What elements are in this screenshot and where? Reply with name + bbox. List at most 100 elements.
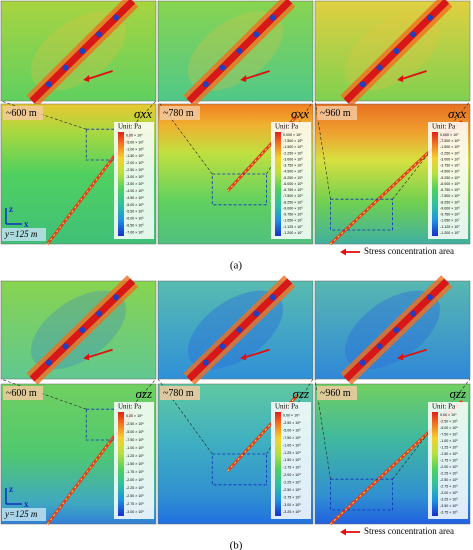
note-arrow-head <box>340 528 346 536</box>
fault-node <box>269 14 276 21</box>
arrow-head <box>240 353 247 361</box>
colorbar <box>275 132 281 236</box>
legend-label: -9.750 × 10⁶ <box>440 213 460 217</box>
legend-label: -3.25 × 10⁶ <box>283 510 301 514</box>
fault-node <box>376 343 383 350</box>
legend-unit: Unit: Pa <box>118 123 142 131</box>
axis-x-label: x <box>24 499 29 509</box>
legend-label: 0.00 × 10⁰ <box>126 133 143 137</box>
fault-node <box>426 294 433 301</box>
legend-label: -9.000 × 10⁶ <box>440 206 460 210</box>
depth-label: ~780 m <box>163 388 194 399</box>
arrow <box>401 70 427 80</box>
legend-label: -2.250 × 10⁶ <box>440 151 460 155</box>
legend-label: -3.25 × 10⁶ <box>440 498 458 502</box>
legend-label: -3.50 × 10⁶ <box>126 182 144 186</box>
fault-node <box>45 359 52 366</box>
depth-label-bg <box>3 106 43 120</box>
arrow-head <box>397 353 404 361</box>
legend-label: -5.00 × 10⁵ <box>440 426 458 430</box>
legend-label: -3.00 × 10⁶ <box>283 503 301 507</box>
axis-z-label: z <box>9 204 13 214</box>
legend-label: -2.250 × 10⁶ <box>283 151 303 155</box>
legend-label: -1.75 × 10⁶ <box>440 459 458 463</box>
coordinate-label: y=125 m <box>4 229 38 239</box>
legend-label: -2.50 × 10⁵ <box>440 420 458 424</box>
depth-label: ~600 m <box>6 388 37 399</box>
colorbar <box>275 412 281 516</box>
legend-label: -2.25 × 10⁶ <box>126 486 144 490</box>
depth-label: ~960 m <box>320 388 351 399</box>
legend-label: -1.75 × 10⁶ <box>126 470 144 474</box>
arrow <box>87 348 113 359</box>
legend-label: -2.00 × 10⁶ <box>440 465 458 469</box>
fault-node <box>79 327 86 333</box>
legend-label: -1.25 × 10⁶ <box>126 454 144 458</box>
fault-node <box>112 14 119 21</box>
fault-node <box>236 327 243 333</box>
depth-label: ~960 m <box>320 108 351 119</box>
legend-label: -1.050 × 10⁷ <box>440 219 460 223</box>
legend-unit: Unit: Pa <box>432 403 456 411</box>
legend-label: -1.500 × 10⁶ <box>440 145 460 149</box>
legend-label: -2.75 × 10⁶ <box>283 495 301 499</box>
zoom-box <box>211 173 267 206</box>
legend-label: -1.125 × 10⁷ <box>440 225 460 229</box>
legend-label: -1.50 × 10⁶ <box>126 462 144 466</box>
legend-label: -4.50 × 10⁶ <box>126 196 144 200</box>
legend-label: -3.75 × 10⁶ <box>440 511 458 515</box>
legend-label: -1.50 × 10⁶ <box>126 154 144 158</box>
legend-label: -3.000 × 10⁶ <box>440 157 460 161</box>
legend-label: -2.00 × 10⁶ <box>126 478 144 482</box>
zoom-box <box>330 478 393 511</box>
stress-label: σxx <box>134 106 152 121</box>
legend-label: -5.00 × 10⁵ <box>126 140 144 144</box>
legend-label: -2.50 × 10⁵ <box>283 421 301 425</box>
panel-label: (b) <box>230 540 243 550</box>
legend-label: 0.000 × 10⁰ <box>440 133 459 137</box>
legend-label: -7.500 × 10⁵ <box>440 139 460 143</box>
legend-label: -1.50 × 10⁶ <box>283 458 301 462</box>
legend-label: -7.00 × 10⁶ <box>126 230 144 234</box>
zoom-box <box>85 128 131 161</box>
legend-label: -2.75 × 10⁶ <box>126 502 144 506</box>
panel-label: (a) <box>230 260 243 272</box>
depth-label: ~600 m <box>6 108 37 119</box>
arrow <box>87 70 113 80</box>
coordinate-label: y=125 m <box>4 509 38 519</box>
legend-label: -4.500 × 10⁶ <box>283 170 303 174</box>
legend-label: -1.75 × 10⁶ <box>283 466 301 470</box>
fault-node <box>219 343 226 350</box>
fault-node <box>359 81 366 88</box>
stress-label: σzz <box>135 386 152 401</box>
legend-label: -2.50 × 10⁶ <box>283 488 301 492</box>
axis-z-label: z <box>9 484 13 494</box>
legend-label: 0.00 × 10⁰ <box>126 414 143 418</box>
fault-node <box>410 31 417 38</box>
arrow <box>401 348 427 359</box>
fault-node <box>79 48 86 54</box>
legend-label: -6.750 × 10⁶ <box>440 188 460 192</box>
zoom-link <box>314 378 331 480</box>
legend-label: -4.500 × 10⁶ <box>440 170 460 174</box>
fault-node <box>112 294 119 301</box>
fault-node <box>393 327 400 333</box>
coordinate-bg <box>2 228 46 241</box>
legend-label: -7.500 × 10⁶ <box>440 194 460 198</box>
arrow <box>244 70 270 80</box>
stress-label: σxx <box>291 106 309 121</box>
fault-node <box>269 294 276 301</box>
legend-label: 0.000 × 10⁰ <box>283 133 302 137</box>
legend-label: -6.000 × 10⁶ <box>440 182 460 186</box>
fault-node <box>45 81 52 88</box>
fault-node <box>393 48 400 54</box>
legend-label: -1.125 × 10⁷ <box>283 225 303 229</box>
fault-node <box>236 48 243 54</box>
legend-label: -2.50 × 10⁶ <box>126 494 144 498</box>
legend-label: -1.00 × 10⁶ <box>283 443 301 447</box>
fault-node <box>253 310 260 317</box>
legend-label: -5.50 × 10⁶ <box>126 210 144 214</box>
legend-label: -8.250 × 10⁶ <box>283 200 303 204</box>
